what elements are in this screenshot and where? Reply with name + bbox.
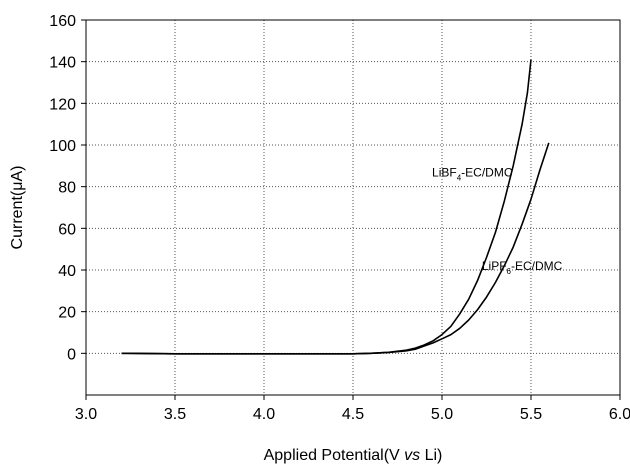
series-line-2 bbox=[121, 142, 550, 355]
series-label-2: LiPF6-EC/DMC bbox=[482, 259, 563, 276]
y-tick-label: 100 bbox=[49, 138, 76, 155]
grid bbox=[86, 20, 620, 395]
y-tick-label: 120 bbox=[49, 96, 76, 113]
y-tick-label: 160 bbox=[49, 13, 76, 30]
y-tick-label: 20 bbox=[58, 305, 76, 322]
y-tick-label: 80 bbox=[58, 180, 76, 197]
x-axis-title: Applied Potential(V vs Li) bbox=[264, 447, 443, 464]
x-tick-label: 3.0 bbox=[75, 406, 97, 423]
x-tick-label: 5.5 bbox=[520, 406, 542, 423]
y-tick-label: 40 bbox=[58, 263, 76, 280]
y-axis-title: Current(μA) bbox=[9, 166, 26, 250]
y-tick-label: 60 bbox=[58, 221, 76, 238]
y-tick-label: 140 bbox=[49, 55, 76, 72]
x-tick-label: 6.0 bbox=[609, 406, 630, 423]
x-tick-label: 5.0 bbox=[431, 406, 453, 423]
y-tick-label: 0 bbox=[67, 346, 76, 363]
x-tick-label: 3.5 bbox=[164, 406, 186, 423]
series-label-1: LiBF4-EC/DMC bbox=[432, 165, 513, 182]
x-tick-label: 4.0 bbox=[253, 406, 275, 423]
series-layer bbox=[121, 59, 550, 355]
x-tick-label: 4.5 bbox=[342, 406, 364, 423]
label-layer: 3.0 3.5 4.0 4.5 5.0 5.5 6.0 0 20 40 60 80 100 120 140 1… bbox=[9, 13, 630, 464]
tick-layer bbox=[81, 19, 621, 400]
